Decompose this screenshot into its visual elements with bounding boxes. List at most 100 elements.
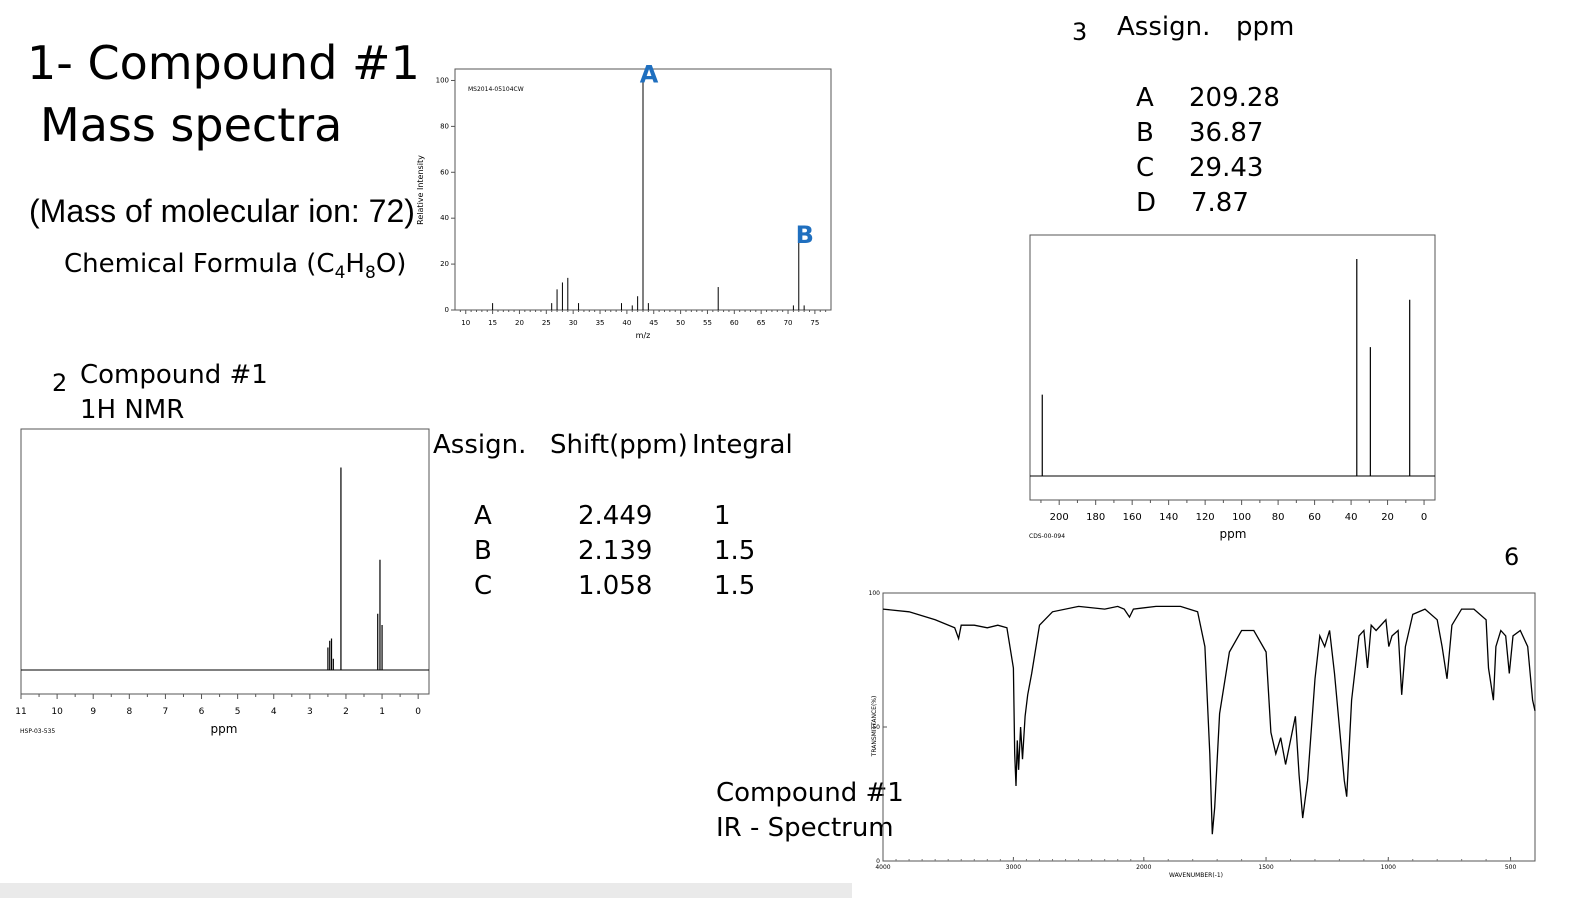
ir-xtick-label-0: 4000 [875, 864, 890, 871]
c13-xtick-label-6: 80 [1272, 512, 1285, 523]
nmr-row-a-integral: 1 [714, 501, 731, 531]
nmr-row-b-integral: 1.5 [714, 536, 756, 566]
ms-xtick-label-12: 70 [784, 319, 793, 327]
c13-xtick-label-9: 20 [1381, 512, 1394, 523]
ms-xtick-label-4: 30 [569, 319, 578, 327]
ir-ytick-label-1: 50 [872, 724, 880, 731]
c13-header-assign: Assign. [1117, 12, 1211, 42]
ms-xtick-label-6: 40 [622, 319, 631, 327]
ms-xlabel: m/z [636, 331, 651, 340]
ms-ytick-label-4: 80 [440, 122, 449, 130]
h1-id-label: HSP-03-535 [20, 728, 55, 735]
ir-xtick-label-4: 1000 [1381, 864, 1396, 871]
molecular-ion-text: (Mass of molecular ion: 72) [29, 193, 415, 229]
h1-xtick-label-5: 6 [199, 707, 205, 717]
h1-xtick-label-7: 4 [271, 707, 277, 717]
h1-xtick-label-11: 0 [415, 707, 421, 717]
h1-nmr-chart: 11 10 9 8 7 6 5 4 3 2 1 0 HSP-03-535 ppm [15, 428, 430, 736]
formula-sub-h: 8 [364, 263, 376, 284]
ms-ytick-label-3: 60 [440, 168, 449, 176]
ms-annotation-A: A [640, 60, 659, 88]
ms-xtick-label-10: 60 [730, 319, 739, 327]
ms-xtick-label-11: 65 [757, 319, 766, 327]
ms-ytick-label-1: 20 [440, 260, 449, 268]
ms-id-label: MS2014-05104CW [468, 86, 524, 93]
c13-row-b-assign: B [1136, 118, 1154, 148]
ir-spectrum-line [882, 605, 1536, 835]
nmr-row-b-assign: B [474, 536, 492, 566]
ir-ytick-label-2: 100 [869, 590, 881, 597]
nmr-row-c-integral: 1.5 [714, 571, 756, 601]
ms-ytick-label-5: 100 [436, 76, 449, 84]
c13-id-label: CDS-00-094 [1029, 533, 1065, 540]
c13-xtick-label-1: 180 [1086, 512, 1105, 523]
ms-xtick-label-1: 15 [488, 319, 497, 327]
c13-row-c-assign: C [1136, 153, 1155, 183]
c13-row-d-ppm: 7.87 [1191, 188, 1249, 218]
c13-frame [1029, 234, 1436, 501]
ms-ytick-label-0: 0 [445, 306, 449, 314]
nmr-table-header-integral: Integral [692, 430, 793, 460]
c13-xtick-label-7: 60 [1308, 512, 1321, 523]
nmr-title-line2: 1H NMR [80, 395, 185, 425]
c13-header-ppm: ppm [1236, 12, 1295, 42]
h1-xtick-label-8: 3 [307, 707, 313, 717]
c13-xlabel: ppm [1220, 527, 1247, 541]
formula-sub-c: 4 [334, 263, 346, 284]
ir-xlabel: WAVENUMBER(-1) [1169, 872, 1223, 879]
ir-ylabel: TRANSMITTANCE(%) [871, 696, 878, 758]
ms-ytick-label-2: 40 [440, 214, 449, 222]
ir-section-number: 6 [1504, 543, 1520, 571]
ms-xtick-label-8: 50 [676, 319, 685, 327]
c13-xtick-label-4: 120 [1196, 512, 1215, 523]
ir-chart: 4000 3000 2000 1500 1000 500 0 50 100 WAVENUMBER… [869, 590, 1536, 879]
c13-row-b-ppm: 36.87 [1189, 118, 1264, 148]
c13-xtick-label-2: 160 [1123, 512, 1142, 523]
ir-xtick-label-2: 2000 [1136, 864, 1151, 871]
h1-xtick-label-2: 9 [90, 707, 96, 717]
ms-xtick-label-7: 45 [649, 319, 658, 327]
ir-xtick-label-5: 500 [1505, 864, 1517, 871]
ir-title-line2: IR - Spectrum [716, 813, 894, 843]
nmr-row-a-assign: A [474, 501, 492, 531]
ms-xtick-label-9: 55 [703, 319, 712, 327]
nmr-title-line1: Compound #1 [80, 360, 268, 390]
ir-title-line1: Compound #1 [716, 778, 904, 808]
c13-row-c-ppm: 29.43 [1189, 153, 1264, 183]
mass-spectrum-chart: 0 20 40 60 80 100 10 15 20 25 30 35 40 45 50 55 60 65 70 7… [416, 60, 832, 340]
nmr-row-c-shift: 1.058 [578, 571, 653, 601]
c13-xtick-label-10: 0 [1421, 512, 1427, 523]
ms-xtick-label-0: 10 [461, 319, 470, 327]
formula-suffix: O) [375, 249, 407, 279]
nmr-row-b-shift: 2.139 [578, 536, 653, 566]
ms-xtick-label-5: 35 [596, 319, 605, 327]
c13-xtick-label-5: 100 [1232, 512, 1251, 523]
h1-xtick-label-6: 5 [235, 707, 241, 717]
ir-ytick-label-0: 0 [876, 858, 880, 865]
ms-annotation-B: B [796, 221, 814, 249]
formula-mid: H [345, 249, 365, 279]
h1-frame [20, 428, 430, 695]
c13-row-d-assign: D [1136, 188, 1157, 218]
ms-ylabel: Relative Intensity [416, 155, 425, 225]
c13-section-number: 3 [1072, 18, 1088, 46]
nmr-table-header-shift: Shift(ppm) [550, 430, 688, 460]
c13-xtick-label-8: 40 [1345, 512, 1358, 523]
h1-xtick-label-0: 11 [15, 707, 26, 717]
c13-xtick-label-0: 200 [1050, 512, 1069, 523]
ir-xtick-label-3: 1500 [1258, 864, 1273, 871]
ir-xtick-label-1: 3000 [1006, 864, 1021, 871]
ms-xtick-label-3: 25 [542, 319, 551, 327]
ms-xtick-label-13: 75 [810, 319, 819, 327]
nmr-row-a-shift: 2.449 [578, 501, 653, 531]
slide-title-line2: Mass spectra [40, 98, 343, 152]
slide-title-line1: 1- Compound #1 [27, 36, 420, 90]
c13-xtick-label-3: 140 [1159, 512, 1178, 523]
h1-xlabel: ppm [211, 722, 238, 736]
h1-xtick-label-9: 2 [343, 707, 349, 717]
formula-prefix: Chemical Formula (C [64, 249, 335, 279]
h1-xtick-label-4: 7 [163, 707, 169, 717]
h1-xtick-label-10: 1 [379, 707, 385, 717]
chemical-formula: Chemical Formula (C4H8O) [64, 251, 406, 282]
c13-nmr-chart: 200 180 160 140 120 100 80 60 40 20 0 CDS-00-094 p… [1029, 234, 1436, 541]
